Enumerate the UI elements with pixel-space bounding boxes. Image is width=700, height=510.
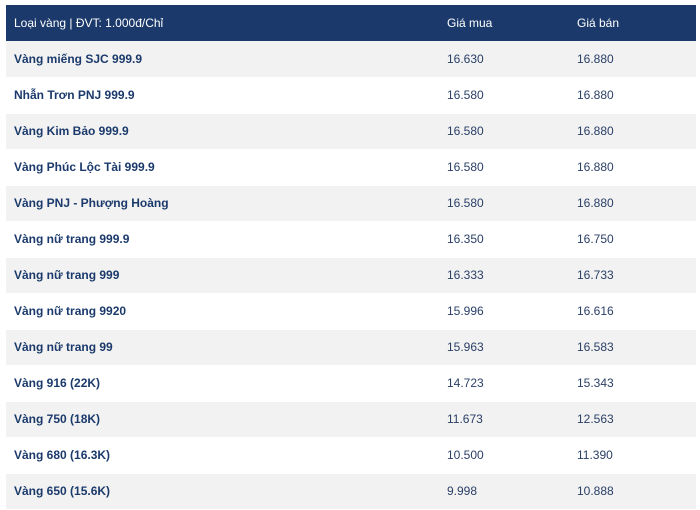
table-row: Vàng nữ trang 999 16.333 16.733 (6, 257, 696, 293)
buy-price-cell: 16.333 (447, 268, 484, 282)
table-row: Vàng Kim Bảo 999.9 16.580 16.880 (6, 113, 696, 149)
buy-price-cell: 15.963 (447, 340, 484, 354)
buy-price-cell: 16.580 (447, 160, 484, 174)
table-body: Vàng miếng SJC 999.9 16.630 16.880 Nhẫn … (6, 41, 696, 509)
gold-price-table-container: Loại vàng | ĐVT: 1.000đ/Chỉ Giá mua Giá … (6, 5, 696, 510)
gold-type-cell: Vàng nữ trang 999.9 (14, 232, 130, 246)
gold-type-cell: Vàng Phúc Lộc Tài 999.9 (14, 160, 155, 174)
sell-price-cell: 16.583 (577, 340, 614, 354)
table-row: Vàng nữ trang 99 15.963 16.583 (6, 329, 696, 365)
buy-price-cell: 14.723 (447, 376, 484, 390)
gold-type-cell: Vàng PNJ - Phượng Hoàng (14, 196, 169, 210)
sell-price-cell: 15.343 (577, 376, 614, 390)
gold-price-table: Loại vàng | ĐVT: 1.000đ/Chỉ Giá mua Giá … (6, 5, 696, 510)
buy-price-cell: 9.998 (447, 484, 478, 498)
sell-price-cell: 16.880 (577, 124, 614, 138)
sell-price-cell: 16.880 (577, 51, 614, 66)
buy-price-cell: 16.580 (447, 124, 484, 138)
table-row: Vàng nữ trang 9920 15.996 16.616 (6, 293, 696, 329)
buy-price-cell: 16.630 (447, 51, 484, 66)
header-gold-type: Loại vàng | ĐVT: 1.000đ/Chỉ (14, 16, 164, 30)
table-row: Nhẫn Trơn PNJ 999.9 16.580 16.880 (6, 77, 696, 113)
gold-type-cell: Vàng 916 (22K) (14, 376, 101, 390)
sell-price-cell: 12.563 (577, 412, 614, 426)
buy-price-cell: 10.500 (447, 448, 484, 462)
buy-price-cell: 11.673 (447, 412, 483, 426)
gold-type-cell: Vàng Kim Bảo 999.9 (14, 124, 129, 138)
sell-price-cell: 16.750 (577, 232, 614, 246)
gold-type-cell: Vàng nữ trang 999 (14, 268, 120, 282)
gold-type-cell: Vàng miếng SJC 999.9 (14, 51, 143, 66)
buy-price-cell: 16.580 (447, 88, 484, 102)
buy-price-cell: 16.580 (447, 196, 484, 210)
gold-type-cell: Vàng nữ trang 99 (14, 340, 113, 354)
gold-type-cell: Vàng 750 (18K) (14, 412, 101, 426)
buy-price-cell: 15.996 (447, 304, 484, 318)
table-row: Vàng nữ trang 999.9 16.350 16.750 (6, 221, 696, 257)
gold-type-cell: Vàng nữ trang 9920 (14, 304, 127, 318)
sell-price-cell: 16.880 (577, 196, 614, 210)
table-row: Vàng miếng SJC 999.9 16.630 16.880 (6, 41, 696, 77)
gold-type-cell: Nhẫn Trơn PNJ 999.9 (14, 88, 135, 102)
gold-type-cell: Vàng 680 (16.3K) (14, 448, 111, 462)
sell-price-cell: 10.888 (577, 484, 614, 498)
table-row: Vàng Phúc Lộc Tài 999.9 16.580 16.880 (6, 149, 696, 185)
sell-price-cell: 16.733 (577, 268, 614, 282)
table-row: Vàng 916 (22K) 14.723 15.343 (6, 365, 696, 401)
table-row: Vàng PNJ - Phượng Hoàng 16.580 16.880 (6, 185, 696, 221)
table-row: Vàng 650 (15.6K) 9.998 10.888 (6, 473, 696, 509)
gold-type-cell: Vàng 650 (15.6K) (14, 484, 111, 498)
sell-price-cell: 16.616 (577, 304, 614, 318)
buy-price-cell: 16.350 (447, 232, 484, 246)
table-row: Vàng 680 (16.3K) 10.500 11.390 (6, 437, 696, 473)
sell-price-cell: 16.880 (577, 88, 614, 102)
sell-price-cell: 11.390 (577, 448, 613, 462)
header-row: Loại vàng | ĐVT: 1.000đ/Chỉ Giá mua Giá … (6, 5, 696, 41)
header-buy-price: Giá mua (447, 16, 493, 30)
table-row: Vàng 750 (18K) 11.673 12.563 (6, 401, 696, 437)
table-header: Loại vàng | ĐVT: 1.000đ/Chỉ Giá mua Giá … (6, 5, 696, 41)
sell-price-cell: 16.880 (577, 160, 614, 174)
header-sell-price: Giá bán (577, 16, 620, 30)
